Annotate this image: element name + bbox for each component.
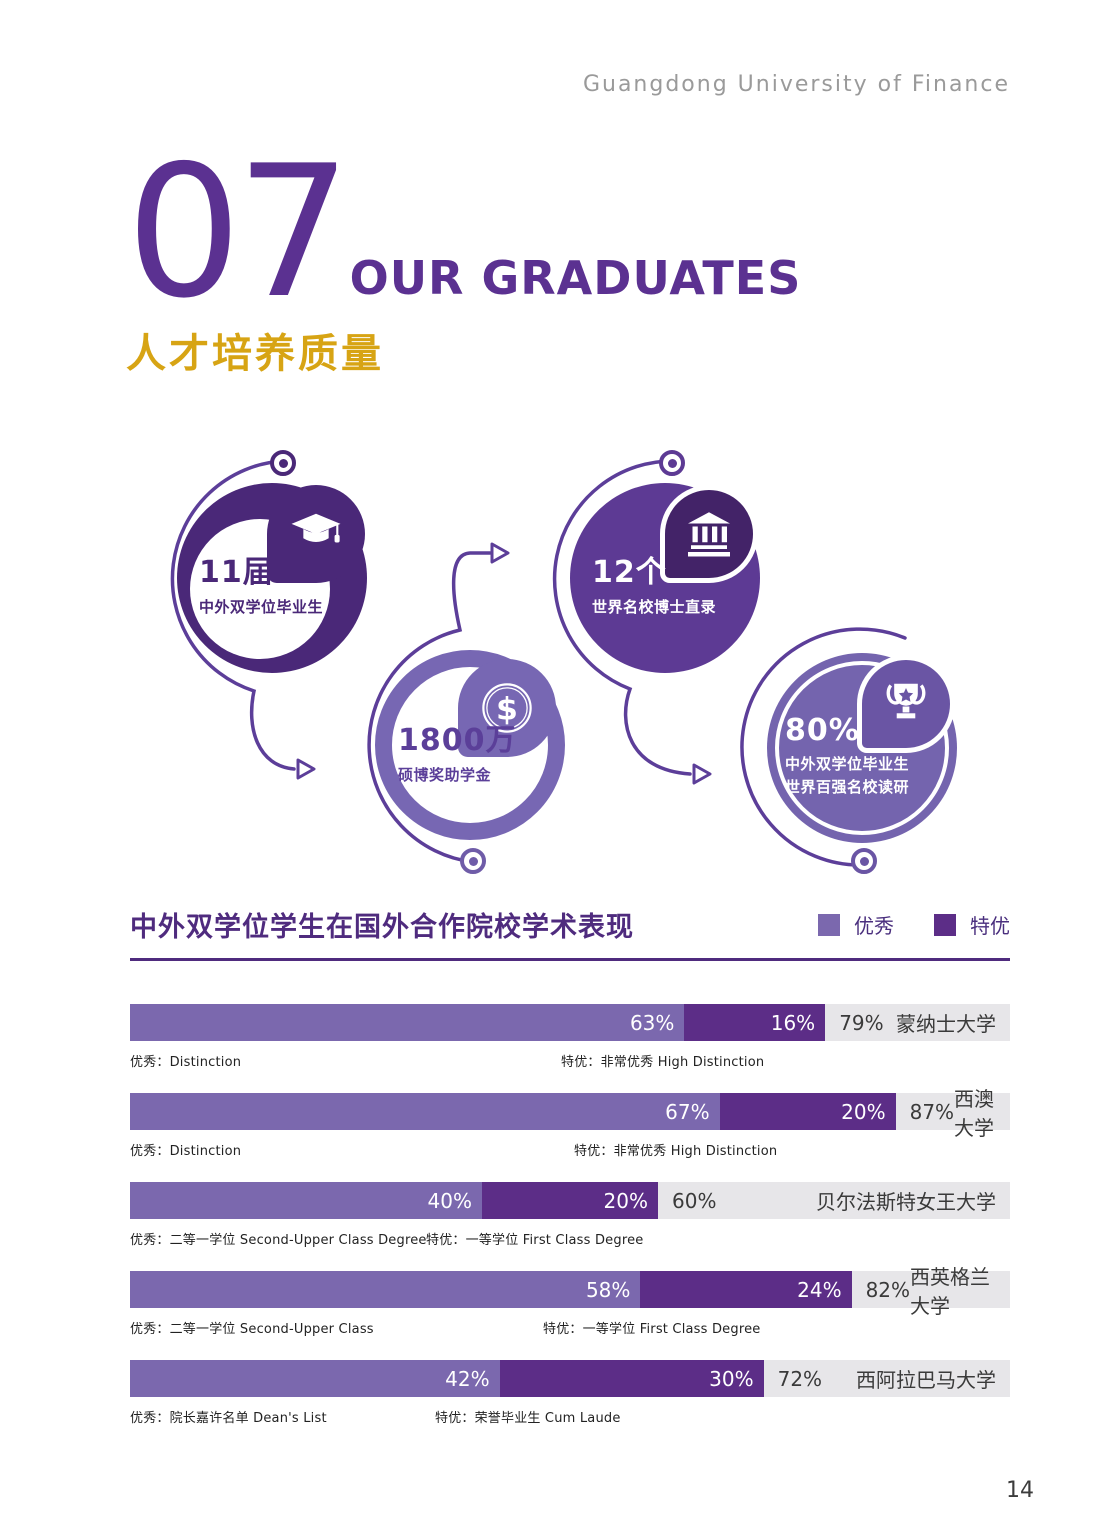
chart-row-west-alabama: 42% 30% 72% 西阿拉巴马大学 优秀：院长嘉许名单 Dean's Lis… [130, 1360, 1010, 1427]
trophy-icon [857, 655, 955, 753]
stat-label: 世界名校博士直录 [592, 598, 717, 616]
university-name: 西澳大学 [954, 1086, 995, 1140]
stat-bubble-scholarship: $ 1800万 硕博奖助学金 [375, 650, 565, 840]
distinguished-pct-label: 24% [797, 1277, 842, 1302]
note-excellent: 优秀：Distinction [130, 1055, 242, 1070]
university-name: 贝尔法斯特女王大学 [816, 1190, 996, 1214]
bar: 67% 20% 87% 西澳大学 [130, 1087, 1010, 1140]
connector-arrows [170, 459, 907, 867]
stats-infographic: 11届 中外双学位毕业生 12个 世界名校博士直录 $ [0, 430, 1118, 910]
total-pct-label: 87% [909, 1099, 955, 1124]
chart-row-uwe: 58% 24% 82% 西英格兰大学 优秀：二等一学位 Second-Upper… [130, 1265, 1010, 1338]
stat-label: 硕博奖助学金 [398, 766, 492, 784]
legend-swatch-excellent [818, 913, 840, 936]
stat-label-line2: 世界百强名校读研 [785, 778, 910, 796]
stat-value: 80% [785, 713, 860, 748]
note-distinguished: 特优：一等学位 First Class Degree [543, 1322, 761, 1337]
note-distinguished: 特优：荣誉毕业生 Cum Laude [435, 1411, 621, 1426]
excellent-pct-label: 40% [427, 1188, 472, 1213]
dollar-coin-icon: $ [458, 659, 556, 757]
chart-title: 中外双学位学生在国外合作院校学术表现 [130, 912, 634, 943]
stat-bubble-postgrad: 80% 中外双学位毕业生 世界百强名校读研 [767, 653, 957, 843]
bubble-inner-ring [775, 661, 949, 835]
satellite-dot [659, 450, 685, 476]
excellent-pct-label: 67% [665, 1099, 710, 1124]
section-title-en: OUR GRADUATES [349, 251, 802, 306]
chart-row-uwa: 67% 20% 87% 西澳大学 优秀：Distinction 特优：非常优秀 … [130, 1087, 1010, 1160]
satellite-dot [270, 450, 296, 476]
bar: 42% 30% 72% 西阿拉巴马大学 [130, 1360, 1010, 1397]
brand-header: Guangdong University of Finance [582, 72, 1010, 97]
stat-label: 中外双学位毕业生 [199, 598, 324, 616]
note-distinguished: 特优：一等学位 First Class Degree [426, 1233, 644, 1248]
total-pct-label: 79% [839, 1010, 884, 1035]
section-title-block: 07 OUR GRADUATES 人才培养质量 [126, 126, 802, 379]
stat-bubble-phd: 12个 世界名校博士直录 [570, 483, 760, 673]
distinguished-pct-label: 20% [841, 1099, 886, 1124]
excellent-pct-label: 63% [629, 1010, 675, 1035]
excellent-pct-label: 42% [445, 1366, 490, 1391]
satellite-dot [851, 848, 877, 874]
chart-row-queens-belfast: 40% 20% 60% 贝尔法斯特女王大学 优秀：二等一学位 Second-Up… [130, 1182, 1010, 1249]
section-divider [130, 958, 1010, 961]
university-name: 蒙纳士大学 [896, 1012, 996, 1036]
bar: 58% 24% 82% 西英格兰大学 [130, 1265, 1010, 1318]
university-name: 西英格兰大学 [910, 1264, 991, 1318]
distinguished-pct-label: 16% [770, 1010, 816, 1035]
note-excellent: 优秀：院长嘉许名单 Dean's List [130, 1411, 327, 1426]
legend-item-distinguished: 特优 [934, 910, 1010, 939]
total-pct-label: 60% [672, 1188, 717, 1213]
total-pct-label: 72% [777, 1366, 823, 1391]
graduation-cap-icon [267, 485, 365, 583]
stat-value: 11届 [199, 555, 274, 590]
section-number: 07 [126, 126, 352, 338]
stat-value: 1800万 [398, 723, 517, 758]
legend-label: 特优 [970, 914, 1010, 938]
note-distinguished: 特优：非常优秀 High Distinction [561, 1055, 765, 1070]
note-distinguished: 特优：非常优秀 High Distinction [574, 1144, 778, 1159]
svg-text:$: $ [496, 691, 518, 727]
stat-bubble-graduates: 11届 中外双学位毕业生 [177, 483, 367, 673]
page-number: 14 [1006, 1478, 1034, 1503]
excellent-pct-label: 58% [585, 1277, 631, 1302]
academic-performance-chart: 中外双学位学生在国外合作院校学术表现 优秀 特优 63% 16% 79% 蒙纳士… [130, 905, 1010, 1449]
total-pct-label: 82% [865, 1277, 911, 1302]
university-name: 西阿拉巴马大学 [856, 1368, 996, 1392]
legend-item-excellent: 优秀 [818, 910, 894, 939]
note-excellent: 优秀：Distinction [130, 1144, 242, 1159]
satellite-dot [460, 848, 486, 874]
stat-label: 中外双学位毕业生 [785, 755, 910, 773]
note-excellent: 优秀：二等一学位 Second-Upper Class [130, 1322, 374, 1337]
chart-legend: 优秀 特优 [792, 910, 1010, 939]
legend-label: 优秀 [854, 914, 894, 938]
chart-row-monash: 63% 16% 79% 蒙纳士大学 优秀：Distinction 特优：非常优秀… [130, 1004, 1010, 1071]
section-title-zh: 人才培养质量 [126, 331, 384, 378]
note-excellent: 优秀：二等一学位 Second-Upper Class Degree [130, 1233, 427, 1248]
legend-swatch-distinguished [934, 913, 956, 936]
distinguished-pct-label: 20% [603, 1188, 648, 1213]
distinguished-pct-label: 30% [709, 1366, 754, 1391]
bank-icon [660, 485, 758, 583]
stat-value: 12个 [592, 555, 667, 590]
bar: 40% 20% 60% 贝尔法斯特女王大学 [130, 1182, 1010, 1219]
bar: 63% 16% 79% 蒙纳士大学 [130, 1004, 1010, 1041]
